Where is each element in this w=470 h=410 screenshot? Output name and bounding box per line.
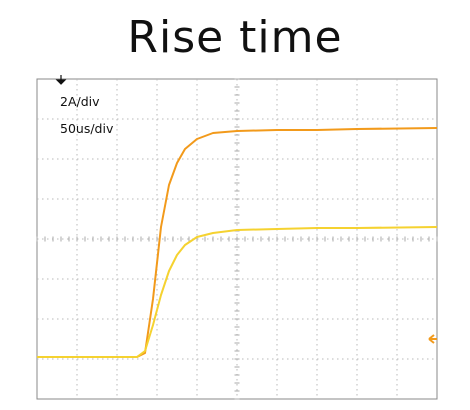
trace-line-2 xyxy=(37,226,438,358)
horizontal-scale-label: 50us/div xyxy=(60,121,114,136)
ground-level-marker xyxy=(428,334,437,344)
trace-group xyxy=(37,127,438,358)
chart-title: Rise time xyxy=(127,12,343,63)
vertical-scale-label: 2A/div xyxy=(60,94,100,109)
trigger-position-marker xyxy=(55,75,67,85)
scope-grid xyxy=(36,78,438,400)
